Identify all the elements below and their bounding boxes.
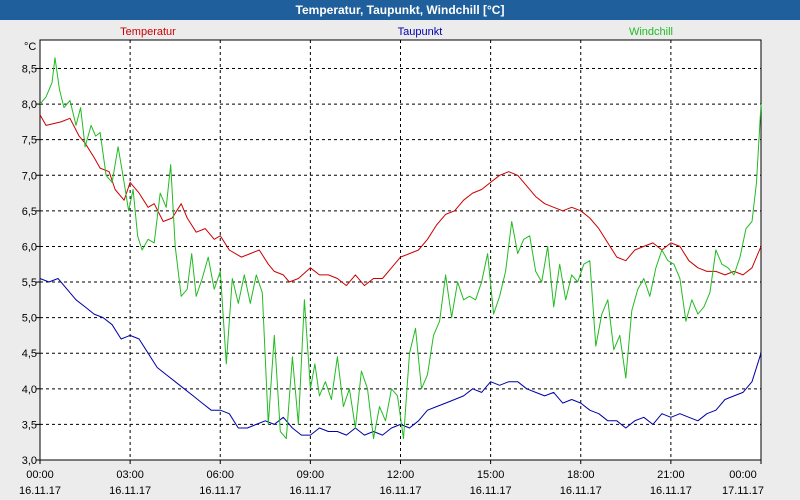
- y-tick-label: 8,5: [22, 63, 37, 75]
- x-tick-date: 16.11.17: [289, 485, 331, 497]
- legend-label-temperatur: Temperatur: [120, 26, 176, 38]
- x-tick-date: 16.11.17: [199, 485, 241, 497]
- series-line-windchill: [39, 57, 762, 440]
- x-tick-date: 16.11.17: [650, 485, 692, 497]
- x-tick-date: 17.11.17: [722, 485, 764, 497]
- y-tick-label: 3,0: [22, 455, 37, 467]
- x-tick-date: 16.11.17: [109, 485, 151, 497]
- y-tick-label: 7,5: [22, 135, 37, 147]
- y-tick-label: 4,5: [22, 348, 37, 360]
- x-tick-date: 16.11.17: [379, 485, 421, 497]
- legend-label-windchill: Windchill: [629, 26, 673, 38]
- y-tick-label: 5,5: [22, 277, 37, 289]
- y-tick-label: 6,0: [22, 241, 37, 253]
- legend: Temperatur Taupunkt Windchill: [120, 26, 673, 38]
- y-axis-ticks: 3,0 3,5 4,0 4,5 5,0 5,5 6,0 6,5 7,0 7,5 8,0 8,5: [22, 63, 40, 467]
- x-tick-time: 09:00: [297, 469, 325, 481]
- x-tick-time: 03:00: [116, 469, 144, 481]
- x-tick-time: 00:00: [729, 469, 757, 481]
- x-axis-ticks: 00:00 16.11.17 03:00 16.11.17 06:00 16.11.17 0…: [19, 460, 764, 497]
- x-tick-date: 16.11.17: [19, 485, 61, 497]
- window-title: Temperatur, Taupunkt, Windchill [°C]: [0, 0, 800, 20]
- x-tick-time: 00:00: [26, 469, 54, 481]
- x-tick-time: 15:00: [477, 469, 505, 481]
- series-line-taupunkt: [39, 278, 762, 436]
- y-tick-label: 6,5: [22, 206, 37, 218]
- x-tick-date: 16.11.17: [470, 485, 512, 497]
- y-tick-label: 8,0: [22, 99, 37, 111]
- legend-label-taupunkt: Taupunkt: [398, 26, 443, 38]
- series-lines: [39, 57, 762, 440]
- y-axis-unit: °C: [24, 41, 36, 53]
- y-tick-label: 4,0: [22, 384, 37, 396]
- x-tick-time: 12:00: [387, 469, 415, 481]
- chart: 3,0 3,5 4,0 4,5 5,0 5,5 6,0 6,5 7,0 7,5 8,0 8,5 00:…: [19, 26, 764, 497]
- x-tick-time: 06:00: [206, 469, 234, 481]
- x-tick-time: 21:00: [657, 469, 685, 481]
- y-tick-label: 5,0: [22, 313, 37, 325]
- grid-lines: [40, 40, 761, 460]
- y-tick-label: 3,5: [22, 419, 37, 431]
- x-tick-date: 16.11.17: [560, 485, 602, 497]
- series-line-temperatur: [39, 114, 762, 287]
- x-tick-time: 18:00: [567, 469, 595, 481]
- y-tick-label: 7,0: [22, 170, 37, 182]
